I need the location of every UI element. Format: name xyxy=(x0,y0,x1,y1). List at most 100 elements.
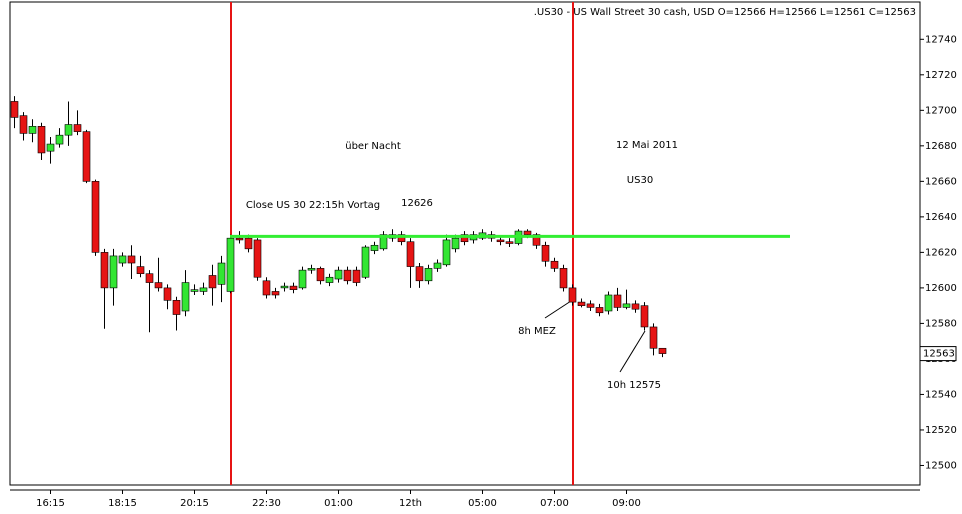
candle-body xyxy=(559,268,568,289)
annotation: 8h MEZ xyxy=(518,326,556,337)
candle-body xyxy=(586,303,595,308)
y-tick-label: 12500 xyxy=(925,460,957,471)
y-tick-label: 12720 xyxy=(925,70,957,81)
candle-body xyxy=(136,266,145,274)
x-tick-label: 16:15 xyxy=(36,498,65,509)
x-tick-label: 12th xyxy=(399,498,422,509)
candle-body xyxy=(496,239,505,243)
candle-body xyxy=(91,181,100,253)
candle-body xyxy=(379,234,388,250)
x-tick-label: 05:00 xyxy=(468,498,497,509)
candle-body xyxy=(217,262,226,285)
candle-body xyxy=(190,289,199,292)
annotation: 12 Mai 2011 xyxy=(616,140,678,151)
candle-body xyxy=(325,276,334,283)
chart-title: .US30 - US Wall Street 30 cash, USD O=12… xyxy=(534,7,916,18)
y-tick-label: 12740 xyxy=(925,34,957,45)
candle-body xyxy=(163,287,172,301)
candle-body xyxy=(640,305,649,328)
candle-body xyxy=(577,301,586,306)
y-tick-label: 12640 xyxy=(925,212,957,223)
candle-body xyxy=(109,255,118,289)
candle-body xyxy=(316,268,325,282)
candle-body xyxy=(172,300,181,315)
candle-body xyxy=(505,241,514,244)
candle-body xyxy=(433,262,442,269)
candle-body xyxy=(370,244,379,251)
candle-body xyxy=(649,326,658,349)
candle-body xyxy=(235,237,244,241)
y-tick-label: 12700 xyxy=(925,105,957,116)
candle-body xyxy=(82,131,91,182)
annotation: über Nacht xyxy=(345,141,401,152)
candle-body xyxy=(613,294,622,308)
candle-body xyxy=(19,115,28,134)
candle-body xyxy=(550,260,559,269)
candle-body xyxy=(271,291,280,296)
candle-body xyxy=(118,255,127,264)
candle-body xyxy=(352,269,361,283)
candle-body xyxy=(631,303,640,310)
candle-body xyxy=(460,234,469,243)
last-price-label: 12563 xyxy=(923,349,955,360)
annotation: 10h 12575 xyxy=(607,380,661,391)
y-tick-label: 12520 xyxy=(925,425,957,436)
y-tick-label: 12680 xyxy=(925,141,957,152)
candle-body xyxy=(181,282,190,312)
candle-body xyxy=(253,239,262,278)
y-tick-label: 12580 xyxy=(925,318,957,329)
candle-body xyxy=(226,237,235,292)
annotation: Close US 30 22:15h Vortag xyxy=(246,200,380,211)
x-tick-label: 09:00 xyxy=(612,498,641,509)
candle-body xyxy=(298,269,307,289)
candle-body xyxy=(568,287,577,303)
x-tick-label: 07:00 xyxy=(540,498,569,509)
candle-body xyxy=(145,273,154,283)
candle-body xyxy=(442,239,451,266)
candle-body xyxy=(343,269,352,282)
candle-body xyxy=(361,246,370,278)
candle-body xyxy=(595,307,604,314)
candle-body xyxy=(280,285,289,289)
candle-body xyxy=(28,126,37,134)
y-tick-label: 12600 xyxy=(925,283,957,294)
candle-body xyxy=(451,237,460,250)
annotation: US30 xyxy=(627,175,653,186)
candle-body xyxy=(262,280,271,296)
candle-body xyxy=(334,269,343,280)
candle-body xyxy=(307,268,316,271)
x-tick-label: 20:15 xyxy=(180,498,209,509)
candle-body xyxy=(127,255,136,264)
candle-body xyxy=(415,266,424,282)
candle-body xyxy=(154,282,163,289)
candle-body xyxy=(46,143,55,152)
candle-body xyxy=(199,287,208,292)
candle-body xyxy=(541,244,550,262)
y-tick-label: 12540 xyxy=(925,389,957,400)
candle-body xyxy=(100,252,109,289)
last-price-box xyxy=(919,346,957,362)
candle-body xyxy=(289,285,298,290)
candle-body xyxy=(406,241,415,267)
candle-body xyxy=(10,101,19,118)
pointer xyxy=(544,300,572,319)
candle-body xyxy=(73,124,82,132)
candle-body xyxy=(622,303,631,308)
x-tick-label: 22:30 xyxy=(252,498,281,509)
candle-body xyxy=(37,126,46,154)
candle-body xyxy=(523,230,532,235)
candle-body xyxy=(424,268,433,282)
y-tick-label: 12620 xyxy=(925,247,957,258)
candle-body xyxy=(604,294,613,312)
x-tick-label: 18:15 xyxy=(108,498,137,509)
candle-body xyxy=(55,134,64,145)
candle-body xyxy=(397,234,406,243)
candle-body xyxy=(208,275,217,289)
candle-body xyxy=(64,124,73,136)
candle-body xyxy=(532,234,541,246)
candle-body xyxy=(658,347,667,354)
x-tick-label: 01:00 xyxy=(324,498,353,509)
pointer xyxy=(619,330,646,373)
annotation: 12626 xyxy=(401,198,433,209)
